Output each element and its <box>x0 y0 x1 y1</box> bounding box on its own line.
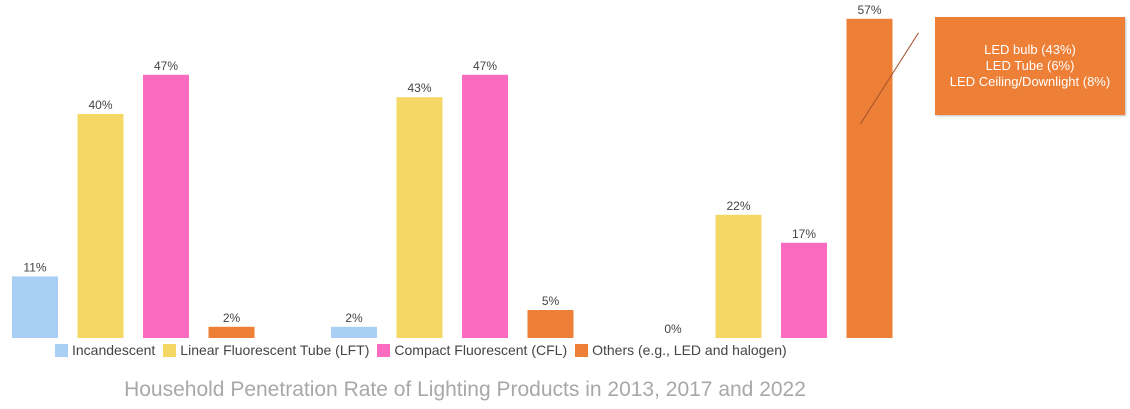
bar-incandescent-group-2 <box>331 326 377 338</box>
callout-line-led-ceiling: LED Ceiling/Downlight (8%) <box>949 74 1111 89</box>
data-label-incandescent-group-1: 11% <box>23 260 46 274</box>
data-label-cfl-group-1: 47% <box>154 59 178 73</box>
legend-item-incandescent: Incandescent <box>55 342 155 358</box>
bar-others-group-1 <box>208 326 255 338</box>
legend-item-cfl: Compact Fluorescent (CFL) <box>377 342 567 358</box>
data-label-others-group-2: 5% <box>542 294 560 308</box>
chart-title: Household Penetration Rate of Lighting P… <box>124 378 806 401</box>
legend-label: Linear Fluorescent Tube (LFT) <box>180 342 370 358</box>
bar-lft-group-3 <box>715 214 762 338</box>
callout-line-led-tube: LED Tube (6%) <box>985 58 1075 73</box>
legend-label: Others (e.g., LED and halogen) <box>592 342 787 358</box>
legend-swatch <box>377 343 391 357</box>
data-label-lft-group-3: 22% <box>726 199 750 213</box>
bar-lft-group-2 <box>396 97 443 338</box>
bar-others-group-2 <box>527 310 574 338</box>
bar-incandescent-group-1 <box>12 276 58 338</box>
bar-cfl-group-1 <box>143 74 189 339</box>
bar-others-group-3 <box>846 18 893 339</box>
data-label-lft-group-2: 43% <box>407 81 431 95</box>
legend-swatch <box>55 343 68 357</box>
data-label-others-group-3: 57% <box>857 3 881 17</box>
data-label-others-group-1: 2% <box>223 311 241 325</box>
data-label-lft-group-1: 40% <box>88 98 112 112</box>
legend-swatch <box>575 343 589 357</box>
bar-cfl-group-2 <box>462 74 508 339</box>
legend-label: Incandescent <box>72 342 156 358</box>
led-breakdown-callout: LED bulb (43%) LED Tube (6%) LED Ceiling… <box>935 17 1125 115</box>
legend-label: Compact Fluorescent (CFL) <box>394 342 568 358</box>
bar-lft-group-1 <box>77 114 124 338</box>
legend-item-lft: Linear Fluorescent Tube (LFT) <box>163 342 369 358</box>
callout-line-led-bulb: LED bulb (43%) <box>984 42 1076 57</box>
data-label-cfl-group-3: 17% <box>792 227 816 241</box>
legend-item-others: Others (e.g., LED and halogen) <box>575 342 787 358</box>
callout-leader-line <box>860 32 919 125</box>
legend-swatch <box>163 343 177 357</box>
data-label-incandescent-group-2: 2% <box>345 311 363 325</box>
bar-cfl-group-3 <box>781 242 827 338</box>
data-label-incandescent-group-3: 0% <box>664 322 682 336</box>
chart-legend: Incandescent Linear Fluorescent Tube (LF… <box>55 342 795 358</box>
data-label-cfl-group-2: 47% <box>473 59 497 73</box>
